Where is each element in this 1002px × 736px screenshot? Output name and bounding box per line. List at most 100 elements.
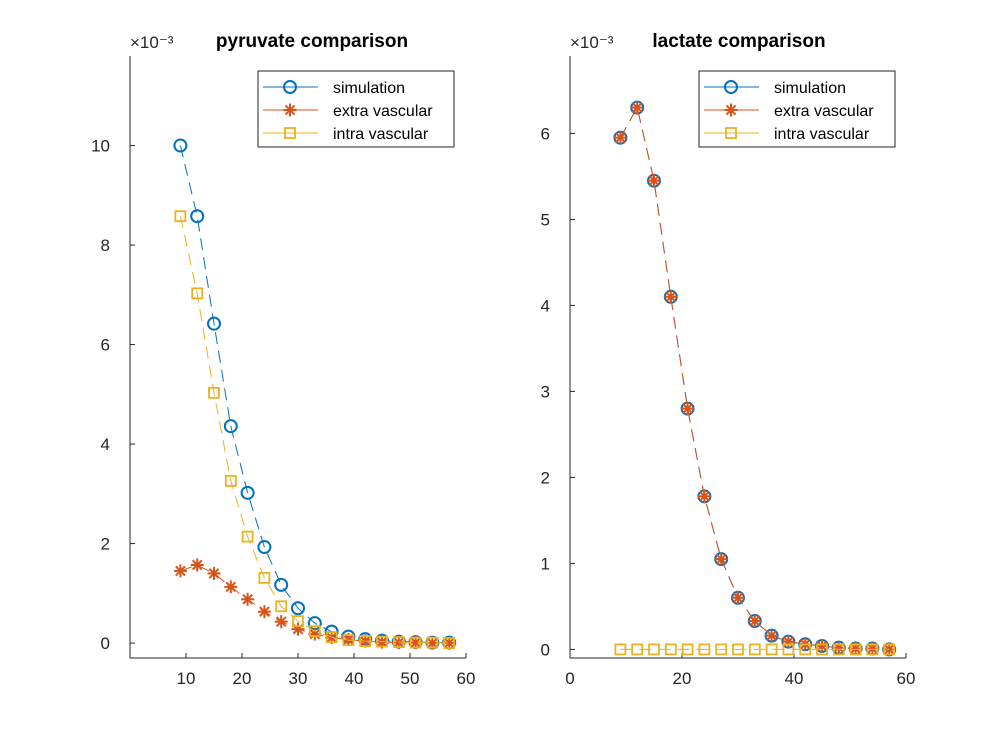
data-point — [613, 131, 627, 145]
legend-entry: extra vascular — [263, 103, 433, 120]
y-tick-label: 0 — [101, 634, 110, 653]
x-tick-label: 40 — [785, 669, 804, 688]
y-tick-label: 10 — [91, 137, 110, 156]
lactate-comparison-plot: 0 20 40 60 0 1 2 3 4 5 6 ×10⁻³ lactate comparison sim… — [541, 31, 916, 688]
data-point — [832, 643, 845, 656]
legend-marker — [283, 103, 297, 117]
data-point — [173, 564, 187, 578]
data-point — [241, 530, 254, 543]
series-extra-vascular — [613, 101, 896, 656]
y-tick-label: 6 — [101, 336, 110, 355]
y-tick-label: 0 — [541, 640, 550, 659]
data-point — [681, 643, 694, 656]
data-point — [223, 419, 238, 434]
data-point — [308, 625, 321, 638]
legend: simulation extra vascular intra vascular — [698, 70, 896, 148]
x-tick-label: 60 — [457, 669, 476, 688]
legend-label: extra vascular — [333, 103, 433, 120]
data-point — [664, 643, 677, 656]
data-point — [241, 592, 255, 606]
legend-entry: simulation — [704, 80, 846, 97]
legend-label: intra vascular — [333, 126, 429, 143]
data-point — [173, 138, 188, 153]
data-point — [359, 635, 372, 647]
data-point — [224, 474, 237, 487]
data-point — [190, 209, 205, 224]
y-tick-label: 2 — [541, 468, 550, 487]
legend: simulation extra vascular intra vascular — [257, 70, 455, 148]
data-point — [426, 636, 439, 649]
data-point — [731, 591, 745, 605]
data-point — [291, 601, 305, 616]
pyruvate-comparison-plot: 10 20 30 40 50 60 0 2 4 6 8 10 ×10⁻³ pyruvate compari… — [91, 31, 475, 688]
data-point — [274, 577, 289, 592]
y-exponent-label: ×10⁻³ — [570, 33, 614, 52]
data-point — [782, 643, 795, 656]
data-point — [816, 643, 828, 656]
data-point — [224, 580, 238, 594]
y-tick-label: 1 — [541, 554, 550, 573]
data-point — [799, 643, 812, 656]
y-tick-label: 5 — [541, 210, 550, 229]
x-tick-label: 20 — [233, 669, 252, 688]
legend-marker — [724, 80, 738, 94]
y-tick-label: 6 — [541, 124, 550, 143]
data-point — [292, 615, 304, 628]
data-point — [664, 290, 678, 304]
x-tick-label: 20 — [673, 669, 692, 688]
data-point — [258, 571, 271, 584]
data-point — [647, 174, 661, 188]
data-point — [208, 386, 220, 399]
data-point — [849, 643, 862, 656]
data-point — [392, 636, 405, 648]
data-point — [765, 643, 778, 656]
x-tick-label: 40 — [345, 669, 364, 688]
legend-label: simulation — [774, 80, 846, 97]
data-point — [715, 643, 728, 656]
legend-entry: extra vascular — [704, 103, 874, 120]
data-point — [207, 316, 221, 331]
legend-marker — [284, 127, 296, 139]
data-point — [648, 643, 660, 656]
data-point — [748, 614, 762, 628]
data-point — [257, 605, 271, 619]
data-point — [765, 629, 779, 643]
data-point — [714, 552, 728, 566]
chart-title: lactate comparison — [652, 31, 825, 52]
legend-label: extra vascular — [774, 103, 874, 120]
data-point — [698, 643, 711, 656]
series-intra-vascular — [174, 210, 456, 649]
data-point — [342, 634, 355, 646]
data-point — [275, 600, 288, 613]
x-tick-label: 10 — [177, 669, 196, 688]
data-point — [409, 636, 422, 649]
data-point — [207, 566, 221, 580]
legend-entry: intra vascular — [704, 126, 870, 143]
data-point — [190, 558, 204, 572]
data-point — [697, 489, 711, 503]
y-exponent-label: ×10⁻³ — [130, 33, 174, 52]
data-point — [257, 540, 272, 555]
chart-title: pyruvate comparison — [216, 31, 408, 52]
series-simulation — [613, 100, 897, 657]
data-point — [631, 643, 644, 656]
series-line — [619, 106, 890, 650]
y-tick-label: 2 — [101, 535, 110, 554]
x-tick-label: 30 — [289, 669, 308, 688]
legend-marker — [724, 103, 738, 117]
y-tick-label: 3 — [541, 382, 550, 401]
data-point — [866, 643, 879, 656]
series-line — [179, 145, 450, 644]
data-point — [325, 631, 338, 644]
legend-entry: intra vascular — [263, 126, 429, 143]
x-tick-label: 50 — [401, 669, 420, 688]
data-point — [274, 615, 288, 629]
x-tick-label: 60 — [897, 669, 916, 688]
data-point — [614, 643, 627, 656]
data-point — [174, 210, 187, 223]
data-point — [240, 485, 255, 500]
legend-label: simulation — [333, 80, 405, 97]
y-tick-label: 8 — [101, 236, 110, 255]
data-point — [443, 637, 456, 649]
